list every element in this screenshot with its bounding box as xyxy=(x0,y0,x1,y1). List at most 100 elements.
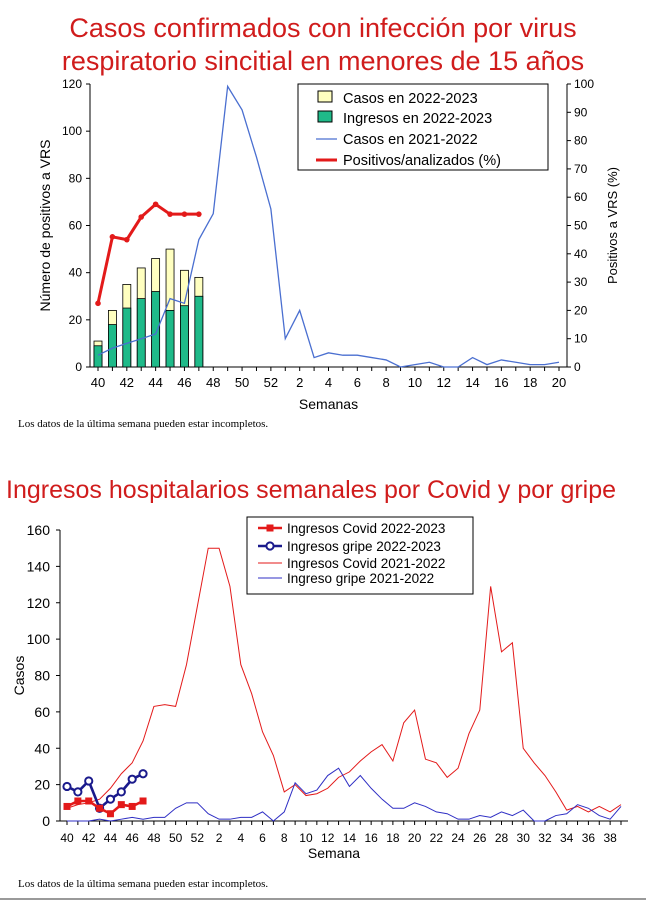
legend-label: Ingresos Covid 2022-2023 xyxy=(287,521,445,536)
point-gripe-2022-2023 xyxy=(73,787,83,797)
point-gripe-2022-2023 xyxy=(105,794,116,804)
x-tick-label: 52 xyxy=(264,375,278,390)
legend-swatch-casos xyxy=(317,90,333,103)
x-tick-label: 8 xyxy=(281,831,288,845)
legend-marker-gripe-2022 xyxy=(265,541,275,551)
legend-marker-covid-2022 xyxy=(266,524,274,532)
x-tick-label: 14 xyxy=(465,375,479,390)
x-tick-label: 10 xyxy=(299,831,313,845)
x-tick-label: 46 xyxy=(177,375,191,390)
point-positivos-pct xyxy=(167,211,173,217)
y2-tick-label: 60 xyxy=(574,190,588,204)
x-tick-label: 10 xyxy=(408,375,422,390)
legend-label: Positivos/analizados (%) xyxy=(343,153,501,169)
y-tick-label: 60 xyxy=(34,704,50,720)
x-tick-label: 20 xyxy=(552,375,566,390)
chart2-footnote: Los datos de la última semana pueden est… xyxy=(18,878,269,890)
y-tick-label: 40 xyxy=(69,266,83,280)
x-tick-label: 4 xyxy=(237,831,244,845)
x-tick-label: 42 xyxy=(120,375,134,390)
point-covid-2022-2023 xyxy=(139,797,147,805)
x-tick-label: 42 xyxy=(82,831,96,845)
rsv-chart: 0 20 40 60 80 100 120 0 10 20 30 40 50 60 70 80 90 100 40 4… xyxy=(37,77,620,412)
x-tick-label: 12 xyxy=(321,831,335,845)
y-tick-label: 120 xyxy=(62,77,82,91)
legend-box xyxy=(246,516,474,595)
legend-label: Casos en 2022-2023 xyxy=(343,91,478,107)
y2-tick-label: 20 xyxy=(574,303,588,317)
x-axis-label: Semana xyxy=(308,845,360,861)
bar-ingresos-2022-2023 xyxy=(108,324,117,368)
point-positivos-pct xyxy=(181,211,188,217)
x-tick-label: 8 xyxy=(383,375,390,390)
point-covid-2022-2023 xyxy=(117,801,125,809)
bar-ingresos-2022-2023 xyxy=(93,345,103,368)
legend-label: Ingreso gripe 2021-2022 xyxy=(287,571,434,586)
point-positivos-pct xyxy=(152,201,159,208)
bar-ingresos-2022-2023 xyxy=(151,291,161,368)
x-tick-label: 12 xyxy=(437,375,451,390)
y2-tick-label: 0 xyxy=(574,360,581,374)
bar-ingresos-2022-2023 xyxy=(194,295,204,368)
x-tick-label: 24 xyxy=(451,831,465,845)
point-gripe-2022-2023 xyxy=(62,781,72,792)
y2-tick-label: 70 xyxy=(574,162,588,176)
point-covid-2022-2023 xyxy=(85,797,93,805)
y-tick-label: 120 xyxy=(27,595,51,611)
point-positivos-pct xyxy=(138,214,145,220)
y-tick-label: 40 xyxy=(34,740,50,756)
y2-tick-label: 90 xyxy=(574,105,588,119)
legend-swatch-ingresos xyxy=(317,110,333,123)
x-tick-label: 22 xyxy=(430,831,444,845)
line-covid-2021-2022 xyxy=(66,547,622,813)
x-tick-label: 50 xyxy=(235,375,249,390)
x-tick-label: 6 xyxy=(259,831,266,845)
y2-tick-label: 50 xyxy=(574,219,588,233)
x-tick-label: 18 xyxy=(386,831,400,845)
chart1-footnote: Los datos de la última semana pueden est… xyxy=(18,418,269,430)
x-tick-label: 4 xyxy=(325,375,332,390)
point-gripe-2022-2023 xyxy=(127,774,137,784)
chart2-title: Ingresos hospitalarios semanales por Cov… xyxy=(6,476,617,504)
legend-box xyxy=(297,83,549,171)
y-tick-label: 100 xyxy=(62,124,82,138)
chart2-legend: Ingresos Covid 2022-2023 Ingresos gripe 2… xyxy=(246,516,474,595)
bar-ingresos-2022-2023 xyxy=(165,309,175,368)
point-covid-2022-2023 xyxy=(96,804,104,812)
point-positivos-pct xyxy=(109,234,116,240)
bar-ingresos-2022-2023 xyxy=(122,307,132,368)
x-tick-label: 26 xyxy=(473,831,487,845)
x-tick-label: 44 xyxy=(104,831,118,845)
y-tick-label: 20 xyxy=(34,777,50,793)
point-covid-2022-2023 xyxy=(63,802,71,810)
x-tick-label: 46 xyxy=(125,831,139,845)
chart1-title-line1: Casos confirmados con infección por viru… xyxy=(69,13,577,43)
y2-tick-label: 40 xyxy=(574,247,588,261)
y-axis-label: Número de positivos a VRS xyxy=(37,140,53,312)
x-tick-label: 14 xyxy=(343,831,357,845)
legend-label: Ingresos en 2022-2023 xyxy=(343,111,492,127)
bar-ingresos-2022-2023 xyxy=(180,305,189,368)
point-positivos-pct xyxy=(196,211,202,217)
legend-label: Ingresos gripe 2022-2023 xyxy=(287,539,441,554)
point-positivos-pct xyxy=(95,300,101,307)
x-tick-label: 18 xyxy=(523,375,537,390)
x-tick-label: 30 xyxy=(517,831,531,845)
x-tick-label: 52 xyxy=(191,831,205,845)
legend-label: Casos en 2021-2022 xyxy=(343,132,478,148)
y-tick-label: 140 xyxy=(27,558,51,574)
y2-tick-label: 100 xyxy=(574,77,594,91)
x-tick-label: 48 xyxy=(206,375,220,390)
point-covid-2022-2023 xyxy=(74,797,82,805)
x-tick-label: 16 xyxy=(364,831,378,845)
y-tick-label: 100 xyxy=(27,631,51,647)
x-tick-label: 2 xyxy=(296,375,303,390)
line-casos-2021-2022 xyxy=(97,84,560,368)
x-tick-label: 44 xyxy=(148,375,162,390)
x-tick-label: 40 xyxy=(60,831,74,845)
x-tick-label: 50 xyxy=(169,831,183,845)
x-tick-label: 38 xyxy=(603,831,617,845)
y2-tick-label: 10 xyxy=(574,332,588,346)
x-axis-label: Semanas xyxy=(299,396,358,412)
y2-tick-label: 30 xyxy=(574,275,588,289)
